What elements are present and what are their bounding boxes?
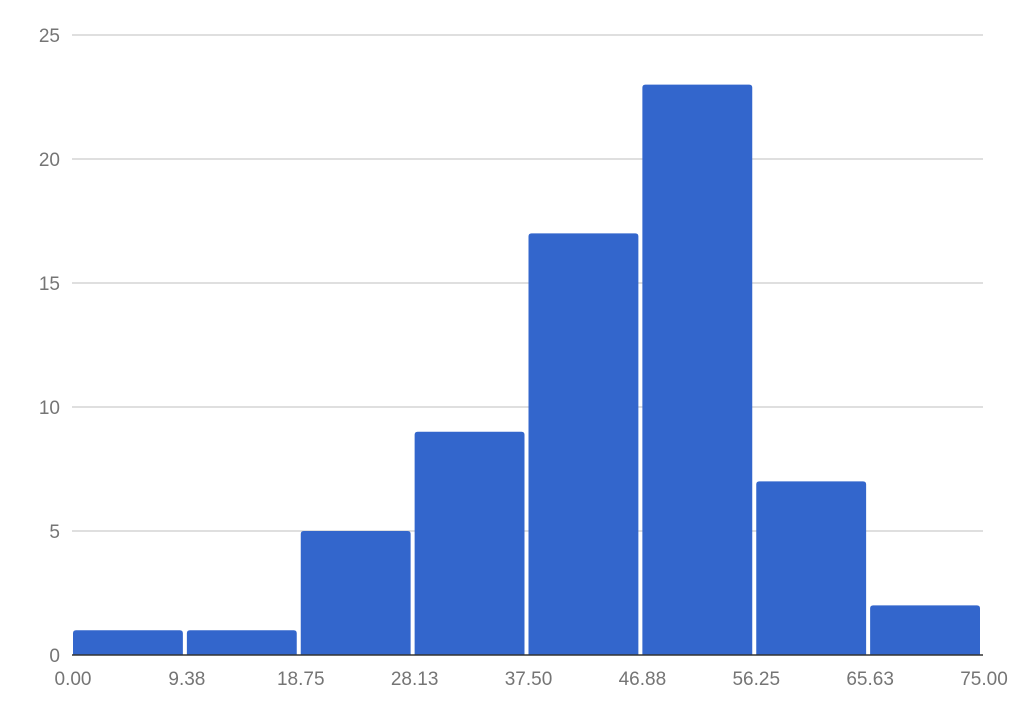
y-tick-label: 20 — [39, 150, 60, 171]
x-tick-label: 9.38 — [168, 669, 205, 690]
bars — [73, 84, 980, 656]
x-tick-label: 37.50 — [505, 669, 553, 690]
y-tick-label: 5 — [49, 522, 60, 543]
y-tick-label: 0 — [49, 646, 60, 667]
histogram-bar — [870, 605, 980, 655]
histogram-bar — [73, 630, 183, 655]
gridlines — [72, 34, 983, 532]
histogram-bar — [186, 630, 297, 655]
x-tick-label: 0.00 — [55, 669, 92, 690]
y-tick-label: 25 — [39, 26, 60, 47]
y-tick-label: 10 — [39, 398, 60, 419]
y-tick-label: 15 — [39, 274, 60, 295]
x-tick-label: 18.75 — [277, 669, 325, 690]
x-tick-label: 46.88 — [619, 669, 667, 690]
histogram-bar — [300, 531, 411, 655]
y-axis-labels: 0 5 10 15 20 25 — [39, 26, 60, 667]
x-tick-label: 65.63 — [846, 669, 894, 690]
x-tick-label: 75.00 — [960, 669, 1008, 690]
histogram-bar — [414, 431, 525, 655]
x-axis-labels: 0.00 9.38 18.75 28.13 37.50 46.88 56.25 65.63 75… — [55, 669, 1008, 690]
histogram-bar — [642, 84, 753, 656]
histogram-bar — [756, 481, 867, 655]
x-tick-label: 28.13 — [391, 669, 439, 690]
x-tick-label: 56.25 — [732, 669, 780, 690]
histogram-bar — [528, 233, 639, 655]
